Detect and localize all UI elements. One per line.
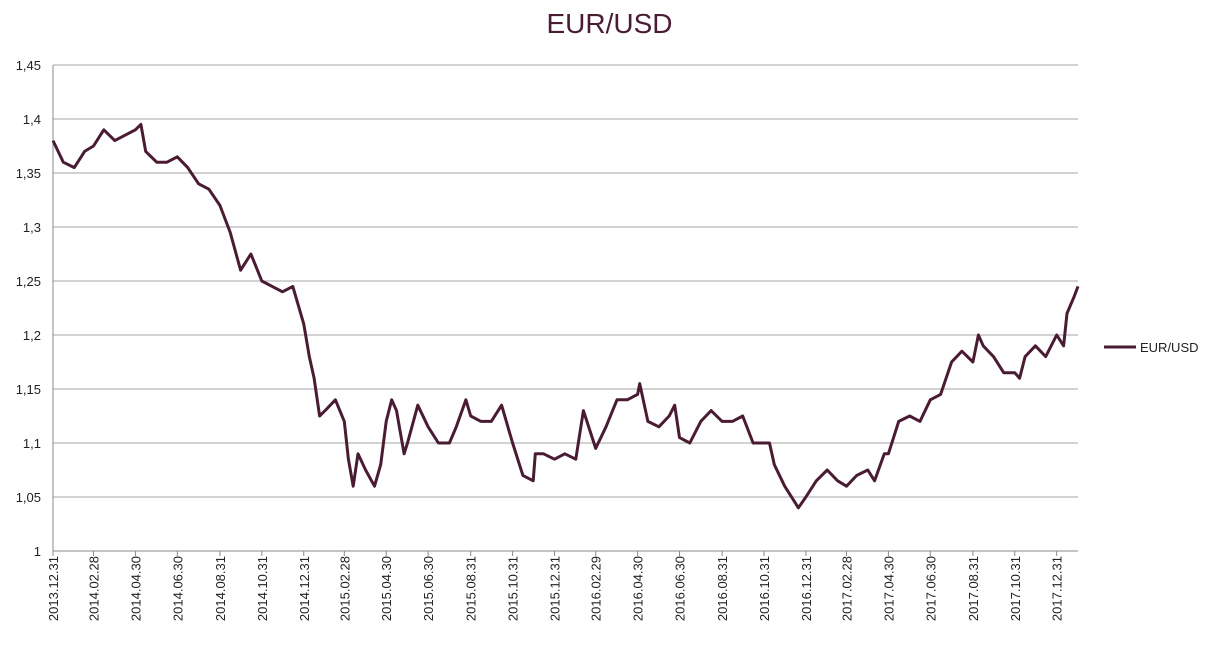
y-tick-label: 1,05 <box>16 490 41 505</box>
x-tick-label: 2014.04.30 <box>128 556 143 621</box>
y-tick-label: 1,15 <box>16 382 41 397</box>
y-tick-label: 1,2 <box>23 328 41 343</box>
x-tick-label: 2017.04.30 <box>881 556 896 621</box>
x-tick-label: 2014.12.31 <box>297 556 312 621</box>
chart-title: EUR/USD <box>546 8 673 39</box>
y-tick-label: 1,4 <box>23 112 41 127</box>
legend-label-eurusd: EUR/USD <box>1140 340 1199 355</box>
x-tick-label: 2015.10.31 <box>506 556 521 621</box>
x-tick-label: 2015.12.31 <box>548 556 563 621</box>
y-tick-label: 1,25 <box>16 274 41 289</box>
x-tick-label: 2014.08.31 <box>213 556 228 621</box>
x-tick-label: 2015.06.30 <box>421 556 436 621</box>
y-tick-label: 1,35 <box>16 166 41 181</box>
y-axis-ticks: 1 1,05 1,1 1,15 1,2 1,25 1,3 1,35 1,4 1,45 <box>16 58 41 559</box>
x-tick-label: 2014.10.31 <box>255 556 270 621</box>
x-tick-label: 2017.02.28 <box>839 556 854 621</box>
y-tick-label: 1 <box>34 544 41 559</box>
legend: EUR/USD <box>1104 340 1199 355</box>
x-axis-ticks: 2013.12.31 2014.02.28 2014.04.30 2014.06.30… <box>46 551 1065 621</box>
x-tick-label: 2016.08.31 <box>715 556 730 621</box>
x-tick-label: 2013.12.31 <box>46 556 61 621</box>
x-tick-label: 2016.12.31 <box>799 556 814 621</box>
x-tick-label: 2015.02.28 <box>337 556 352 621</box>
x-tick-label: 2016.10.31 <box>757 556 772 621</box>
x-tick-label: 2017.12.31 <box>1050 556 1065 621</box>
y-tick-label: 1,3 <box>23 220 41 235</box>
x-tick-label: 2016.02.29 <box>589 556 604 621</box>
series-layer <box>51 122 1080 510</box>
series-line-eurusd <box>51 122 1080 510</box>
y-tick-label: 1,45 <box>16 58 41 73</box>
x-tick-label: 2017.08.31 <box>966 556 981 621</box>
y-tick-label: 1,1 <box>23 436 41 451</box>
x-tick-label: 2017.10.31 <box>1008 556 1023 621</box>
x-tick-label: 2015.04.30 <box>379 556 394 621</box>
x-tick-label: 2014.02.28 <box>87 556 102 621</box>
x-tick-label: 2014.06.30 <box>170 556 185 621</box>
x-tick-label: 2016.04.30 <box>631 556 646 621</box>
x-tick-label: 2017.06.30 <box>923 556 938 621</box>
x-tick-label: 2016.06.30 <box>673 556 688 621</box>
x-tick-label: 2015.08.31 <box>464 556 479 621</box>
gridlines <box>52 64 1078 552</box>
